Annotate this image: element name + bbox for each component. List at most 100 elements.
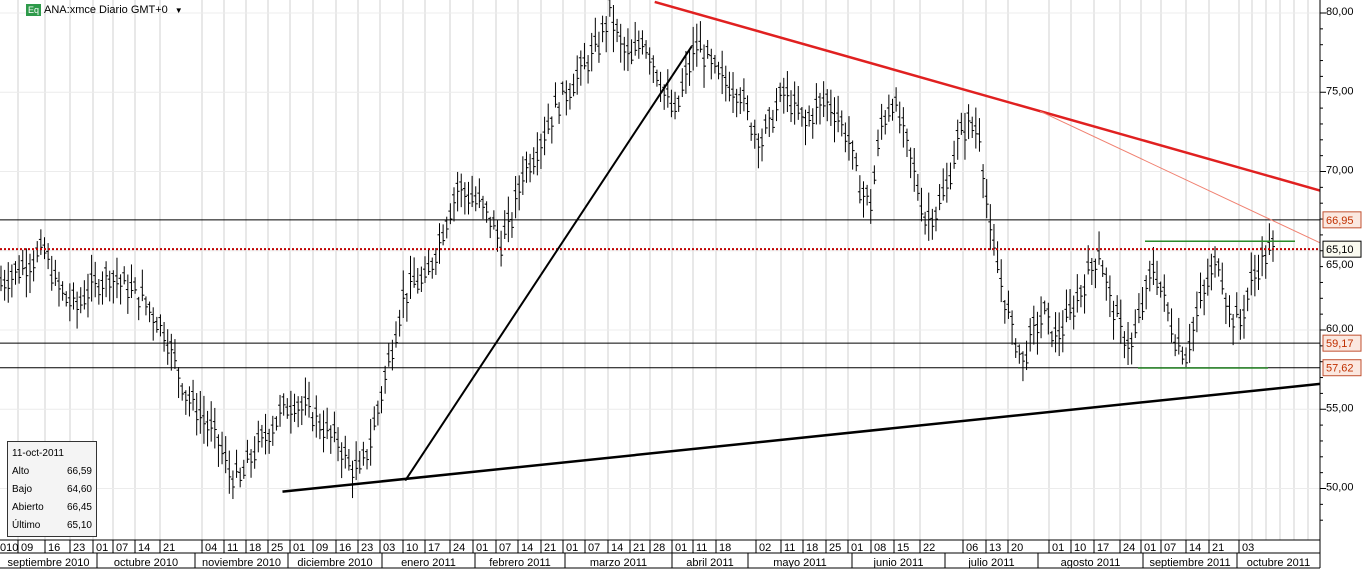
price-bar (462, 182, 467, 215)
price-bar (589, 32, 594, 72)
month-label: septiembre 2011 (1149, 557, 1230, 569)
price-bar (1068, 289, 1073, 321)
price-bar (307, 381, 312, 418)
price-bar (1231, 314, 1236, 346)
price-bar (383, 365, 388, 394)
month-label: marzo 2011 (590, 557, 647, 569)
day-tick-label: 09 (21, 542, 33, 554)
price-bar (238, 467, 243, 488)
price-bar (582, 42, 587, 70)
level-label: 57,62 (1326, 363, 1354, 375)
chevron-down-icon[interactable]: ▼ (174, 5, 183, 15)
price-bar (633, 21, 638, 56)
day-tick-label: 24 (1123, 542, 1135, 554)
price-bar (1140, 287, 1145, 320)
price-bar (6, 262, 11, 303)
price-bar (952, 140, 957, 169)
price-bar (147, 301, 152, 323)
day-tick-label: 22 (923, 542, 935, 554)
month-label: julio 2011 (967, 557, 1014, 569)
price-bar (368, 418, 373, 466)
day-tick-label: 08 (874, 542, 886, 554)
price-bar (1129, 332, 1134, 365)
price-bar (230, 470, 235, 500)
price-bar (528, 153, 533, 183)
price-bar (1173, 334, 1178, 357)
price-bar (1013, 338, 1018, 358)
price-bar (571, 73, 576, 97)
price-bar (745, 95, 750, 121)
price-bar (622, 36, 627, 71)
price-bar (763, 114, 768, 134)
price-bar (1118, 299, 1123, 344)
price-bar (372, 406, 377, 431)
day-tick-label: 01 (1144, 542, 1156, 554)
ohlc-info-box: 11-oct-2011 Alto 66,59 Bajo 64,60 Abierto 6… (7, 441, 97, 537)
price-bar (281, 393, 286, 416)
level-label-box (1322, 240, 1362, 258)
price-bar (600, 15, 605, 43)
price-bar (984, 179, 989, 219)
price-bar (593, 17, 598, 52)
price-bar (669, 89, 674, 118)
price-bar (948, 162, 953, 190)
resistance-line (654, 0, 1321, 192)
price-bar (1075, 274, 1080, 313)
day-tick-label: 21 (633, 542, 645, 554)
day-tick-label: 11 (784, 542, 795, 554)
price-bar (296, 396, 301, 428)
price-bar (553, 82, 558, 108)
price-bar (908, 147, 913, 179)
price-bar (857, 175, 862, 204)
symbol-title: ANA:xmce Diario GMT+0 (44, 4, 168, 16)
y-tick-label: 70,00 (1326, 165, 1354, 177)
day-tick-label: 07 (116, 542, 128, 554)
day-tick-label: 17 (1097, 542, 1109, 554)
price-bar (1035, 311, 1040, 355)
price-bar (731, 72, 736, 114)
day-tick-label: 11 (227, 542, 238, 554)
price-bar (187, 386, 192, 417)
price-bar (1180, 346, 1185, 365)
price-bar (673, 91, 678, 120)
month-label: mayo 2011 (773, 557, 827, 569)
info-label: Bajo (12, 483, 33, 495)
price-bar (64, 291, 69, 307)
price-bar (698, 21, 703, 53)
price-bar (999, 259, 1004, 303)
price-bar (658, 71, 663, 102)
price-bar (401, 270, 406, 319)
day-tick-label: 23 (361, 542, 373, 554)
price-bar (198, 390, 203, 434)
day-tick-label: 07 (499, 542, 511, 554)
price-bar (1245, 287, 1250, 312)
price-bar (303, 377, 308, 416)
price-bar (165, 329, 170, 365)
price-bar (343, 435, 348, 469)
price-bar (259, 424, 264, 448)
price-bar (56, 271, 61, 307)
price-bar (158, 314, 163, 337)
price-bar (78, 287, 83, 314)
price-bar (1256, 254, 1261, 290)
price-bar (9, 264, 14, 298)
price-bar (426, 248, 431, 276)
price-bar (564, 80, 569, 116)
info-value: 66,45 (66, 501, 92, 513)
price-bar (962, 112, 967, 160)
price-bar (13, 261, 18, 285)
day-tick-label: 01 (1052, 542, 1064, 554)
price-bar (328, 425, 333, 454)
price-bar (1242, 294, 1247, 339)
price-bar (651, 55, 656, 84)
price-bar (796, 86, 801, 120)
y-tick-label: 60,00 (1326, 323, 1354, 335)
day-tick-label: 18 (249, 542, 261, 554)
price-bar (1169, 308, 1174, 343)
price-bar (821, 81, 826, 118)
price-bar (1024, 340, 1029, 371)
symbol-header[interactable]: Eq ANA:xmce Diario GMT+0 ▼ (26, 4, 183, 16)
month-label: agosto 2011 (1061, 557, 1121, 569)
price-bar (350, 460, 355, 499)
